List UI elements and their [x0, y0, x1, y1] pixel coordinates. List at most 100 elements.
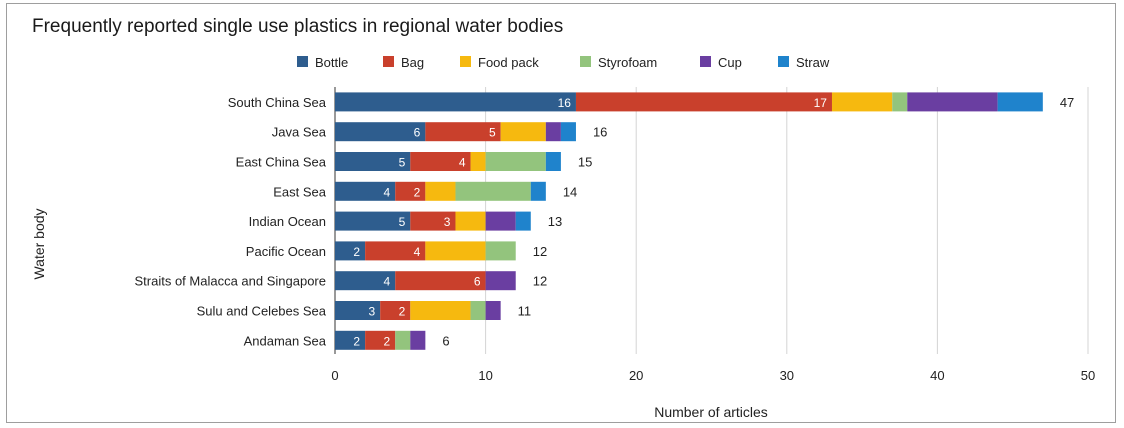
bar-andaman-sea-cup — [410, 330, 426, 350]
bar-east-sea-straw — [530, 181, 546, 201]
x-axis-label: Number of articles — [654, 404, 768, 420]
category-label-sulu-and-celebes-sea: Sulu and Celebes Sea — [197, 304, 327, 319]
bar-sulu-and-celebes-sea-styrofoam — [470, 301, 486, 320]
chart-frame — [6, 3, 1116, 423]
bar-east-sea-food-pack — [425, 181, 456, 201]
bar-straits-of-malacca-and-singapore-bottle — [335, 271, 396, 291]
bar-east-china-sea-food-pack — [470, 152, 486, 171]
bar-east-sea-styrofoam — [455, 181, 531, 201]
bar-java-sea-straw — [560, 122, 576, 142]
data-label-indian-ocean-bag: 3 — [444, 215, 451, 229]
total-label-indian-ocean: 13 — [548, 214, 562, 229]
data-label-straits-of-malacca-and-singapore-bag: 6 — [474, 275, 481, 289]
category-label-andaman-sea: Andaman Sea — [244, 333, 327, 348]
bar-south-china-sea-bag — [575, 92, 832, 112]
x-tick-20: 20 — [629, 368, 643, 383]
total-label-straits-of-malacca-and-singapore: 12 — [533, 274, 547, 289]
category-label-east-china-sea: East China Sea — [236, 155, 327, 170]
bar-straits-of-malacca-and-singapore-cup — [485, 271, 516, 291]
bar-pacific-ocean-bottle — [335, 241, 366, 261]
legend-label-bag: Bag — [401, 55, 424, 70]
category-label-south-china-sea: South China Sea — [228, 95, 327, 110]
x-tick-labels: 0 10 20 30 40 50 — [331, 368, 1095, 383]
legend-swatch-cup — [700, 56, 711, 67]
bar-south-china-sea-bottle — [335, 92, 576, 112]
bar-east-china-sea-bottle — [335, 152, 411, 171]
bar-east-china-sea-bag — [410, 152, 471, 171]
bar-java-sea-cup — [545, 122, 561, 142]
bar-andaman-sea-bottle — [335, 330, 366, 350]
data-label-sulu-and-celebes-sea-bottle: 3 — [368, 305, 375, 319]
bar-straits-of-malacca-and-singapore-bag — [395, 271, 486, 291]
bar-group: 16 17 47 6 5 16 5 4 15 4 2 14 5 3 13 2 4 12 4 6 12 3 2 11 2 2 6 — [335, 92, 1074, 350]
total-label-pacific-ocean: 12 — [533, 244, 547, 259]
legend-label-bottle: Bottle — [315, 55, 348, 70]
bar-java-sea-bag — [425, 122, 501, 142]
total-label-south-china-sea: 47 — [1060, 95, 1074, 110]
data-label-south-china-sea-bag: 17 — [814, 96, 828, 110]
bar-south-china-sea-cup — [907, 92, 998, 112]
bar-east-sea-bottle — [335, 181, 396, 201]
data-label-east-sea-bag: 2 — [414, 185, 421, 199]
bar-south-china-sea-straw — [997, 92, 1043, 112]
bar-indian-ocean-straw — [515, 211, 531, 231]
legend-label-cup: Cup — [718, 55, 742, 70]
legend-label-straw: Straw — [796, 55, 830, 70]
category-label-indian-ocean: Indian Ocean — [249, 214, 326, 229]
data-label-pacific-ocean-bottle: 2 — [353, 245, 360, 259]
data-label-straits-of-malacca-and-singapore-bottle: 4 — [384, 275, 391, 289]
data-label-andaman-sea-bottle: 2 — [353, 334, 360, 348]
data-label-java-sea-bag: 5 — [489, 126, 496, 140]
bar-indian-ocean-cup — [485, 211, 516, 231]
total-label-east-sea: 14 — [563, 184, 577, 199]
total-label-andaman-sea: 6 — [442, 333, 449, 348]
legend-swatch-bag — [383, 56, 394, 67]
bar-pacific-ocean-bag — [365, 241, 426, 261]
bar-java-sea-bottle — [335, 122, 426, 142]
x-tick-10: 10 — [478, 368, 492, 383]
bar-pacific-ocean-styrofoam — [485, 241, 516, 261]
category-label-java-sea: Java Sea — [272, 125, 327, 140]
bar-east-sea-bag — [395, 181, 426, 201]
bar-indian-ocean-bottle — [335, 211, 411, 231]
bar-south-china-sea-styrofoam — [892, 92, 908, 112]
legend-label-food-pack: Food pack — [478, 55, 539, 70]
data-label-east-china-sea-bottle: 5 — [399, 156, 406, 170]
bar-sulu-and-celebes-sea-cup — [485, 301, 501, 320]
data-label-east-china-sea-bag: 4 — [459, 156, 466, 170]
data-label-east-sea-bottle: 4 — [384, 185, 391, 199]
legend-swatch-bottle — [297, 56, 308, 67]
category-labels: South China Sea Java Sea East China Sea Eas… — [135, 95, 327, 348]
data-label-sulu-and-celebes-sea-bag: 2 — [399, 305, 406, 319]
category-label-straits-of-malacca-and-singapore: Straits of Malacca and Singapore — [135, 274, 327, 289]
bar-east-china-sea-straw — [545, 152, 561, 171]
total-label-java-sea: 16 — [593, 125, 607, 140]
bar-indian-ocean-bag — [410, 211, 456, 231]
x-tick-50: 50 — [1081, 368, 1095, 383]
x-tick-40: 40 — [930, 368, 944, 383]
data-label-java-sea-bottle: 6 — [414, 126, 421, 140]
bar-java-sea-food-pack — [500, 122, 546, 142]
total-label-sulu-and-celebes-sea: 11 — [518, 304, 532, 319]
y-axis-label: Water body — [31, 208, 47, 279]
total-label-east-china-sea: 15 — [578, 155, 592, 170]
bar-andaman-sea-bag — [365, 330, 396, 350]
bar-sulu-and-celebes-sea-bottle — [335, 301, 381, 320]
data-label-south-china-sea-bottle: 16 — [558, 96, 572, 110]
legend: Bottle Bag Food pack Styrofoam Cup Straw — [297, 55, 830, 70]
data-label-indian-ocean-bottle: 5 — [399, 215, 406, 229]
data-label-pacific-ocean-bag: 4 — [414, 245, 421, 259]
bar-south-china-sea-food-pack — [831, 92, 893, 112]
bar-east-china-sea-styrofoam — [485, 152, 546, 171]
bar-sulu-and-celebes-sea-bag — [380, 301, 411, 320]
x-tick-0: 0 — [331, 368, 338, 383]
bar-andaman-sea-styrofoam — [395, 330, 411, 350]
legend-swatch-styrofoam — [580, 56, 591, 67]
data-label-andaman-sea-bag: 2 — [384, 334, 391, 348]
x-tick-30: 30 — [780, 368, 794, 383]
bar-pacific-ocean-food-pack — [425, 241, 486, 261]
category-label-pacific-ocean: Pacific Ocean — [246, 244, 326, 259]
bar-indian-ocean-food-pack — [455, 211, 486, 231]
legend-swatch-food-pack — [460, 56, 471, 67]
